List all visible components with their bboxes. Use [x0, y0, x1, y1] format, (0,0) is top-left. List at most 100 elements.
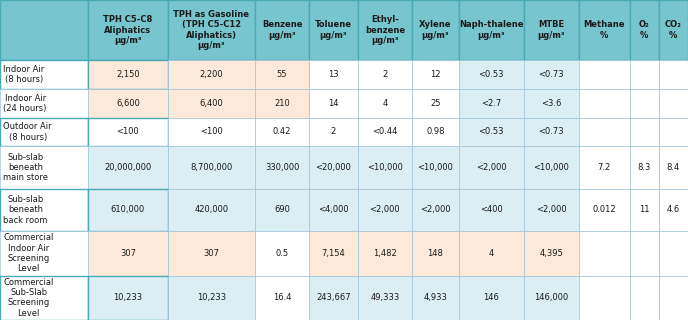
Bar [524, 276, 579, 320]
Bar [524, 189, 579, 231]
Text: Commercial
Indoor Air
Screening
Level: Commercial Indoor Air Screening Level [3, 233, 54, 273]
Bar [459, 189, 524, 231]
Bar [255, 60, 309, 89]
Text: 4,933: 4,933 [424, 293, 447, 302]
Bar [88, 146, 168, 189]
Text: TPH C5-C8
Aliphatics
μg/m³: TPH C5-C8 Aliphatics μg/m³ [103, 15, 153, 45]
Bar [459, 117, 524, 146]
Text: Benzene
μg/m³: Benzene μg/m³ [262, 20, 302, 40]
Text: 7,154: 7,154 [321, 249, 345, 258]
Text: 0.012: 0.012 [592, 205, 616, 214]
Bar [659, 0, 688, 60]
Bar [630, 146, 659, 189]
Bar [88, 117, 168, 146]
Text: <2,000: <2,000 [476, 163, 506, 172]
Bar [630, 89, 659, 117]
Bar [255, 117, 309, 146]
Bar [309, 189, 358, 231]
Bar [524, 0, 579, 60]
Text: Indoor Air
(24 hours): Indoor Air (24 hours) [3, 93, 47, 113]
Bar [168, 117, 255, 146]
Bar [579, 117, 630, 146]
Text: <0.73: <0.73 [539, 70, 564, 79]
Text: 2: 2 [331, 127, 336, 136]
Bar [459, 276, 524, 320]
Text: Xylene
μg/m³: Xylene μg/m³ [419, 20, 452, 40]
Bar [412, 117, 459, 146]
Bar [412, 276, 459, 320]
Bar [459, 0, 524, 60]
Bar [579, 89, 630, 117]
Text: 4.6: 4.6 [667, 205, 680, 214]
Text: CO₂
%: CO₂ % [665, 20, 682, 40]
Bar [255, 189, 309, 231]
Bar [309, 117, 358, 146]
Text: 7.2: 7.2 [598, 163, 611, 172]
Text: <2,000: <2,000 [369, 205, 400, 214]
Bar [168, 89, 255, 117]
Bar [358, 146, 412, 189]
Text: Ethyl-
benzene
μg/m³: Ethyl- benzene μg/m³ [365, 15, 405, 45]
Bar [459, 231, 524, 276]
Bar [630, 189, 659, 231]
Text: MTBE
μg/m³: MTBE μg/m³ [537, 20, 565, 40]
Text: 4: 4 [383, 99, 387, 108]
Text: <2,000: <2,000 [536, 205, 566, 214]
Text: <3.6: <3.6 [541, 99, 561, 108]
Bar [579, 276, 630, 320]
Text: 148: 148 [427, 249, 443, 258]
Bar [358, 117, 412, 146]
Text: Outdoor Air
(8 hours): Outdoor Air (8 hours) [3, 122, 52, 141]
Bar [168, 189, 255, 231]
Bar [358, 89, 412, 117]
Bar [412, 60, 459, 89]
Bar [630, 60, 659, 89]
Bar [0, 0, 88, 60]
Bar [309, 89, 358, 117]
Text: 0.5: 0.5 [275, 249, 289, 258]
Bar [255, 146, 309, 189]
Text: 16.4: 16.4 [273, 293, 291, 302]
Bar [659, 117, 688, 146]
Bar [168, 0, 255, 60]
Text: Sub-slab
beneath
back room: Sub-slab beneath back room [3, 195, 47, 225]
Bar [0, 117, 88, 146]
Text: 8.3: 8.3 [638, 163, 651, 172]
Text: Commercial
Sub-Slab
Screening
Level: Commercial Sub-Slab Screening Level [3, 278, 54, 318]
Bar [524, 89, 579, 117]
Bar [309, 0, 358, 60]
Text: 243,667: 243,667 [316, 293, 351, 302]
Bar [524, 60, 579, 89]
Text: <0.53: <0.53 [479, 127, 504, 136]
Text: 420,000: 420,000 [194, 205, 228, 214]
Bar [309, 276, 358, 320]
Bar [659, 276, 688, 320]
Text: 8,700,000: 8,700,000 [190, 163, 233, 172]
Bar [358, 276, 412, 320]
Bar [659, 189, 688, 231]
Text: TPH as Gasoline
(TPH C5-C12
Aliphatics)
μg/m³: TPH as Gasoline (TPH C5-C12 Aliphatics) … [173, 10, 249, 50]
Bar [579, 60, 630, 89]
Bar [630, 0, 659, 60]
Bar [88, 0, 168, 60]
Text: 4: 4 [488, 249, 494, 258]
Text: O₂
%: O₂ % [639, 20, 649, 40]
Text: <0.44: <0.44 [372, 127, 398, 136]
Text: 307: 307 [203, 249, 219, 258]
Text: <100: <100 [200, 127, 223, 136]
Bar [0, 60, 88, 89]
Bar [412, 146, 459, 189]
Text: 25: 25 [430, 99, 441, 108]
Bar [168, 60, 255, 89]
Text: <4,000: <4,000 [318, 205, 349, 214]
Text: 0.42: 0.42 [273, 127, 291, 136]
Bar [579, 0, 630, 60]
Text: 330,000: 330,000 [265, 163, 299, 172]
Bar [459, 146, 524, 189]
Text: 6,600: 6,600 [116, 99, 140, 108]
Bar [255, 0, 309, 60]
Bar [412, 89, 459, 117]
Bar [524, 231, 579, 276]
Text: Sub-slab
beneath
main store: Sub-slab beneath main store [3, 153, 48, 182]
Bar [358, 231, 412, 276]
